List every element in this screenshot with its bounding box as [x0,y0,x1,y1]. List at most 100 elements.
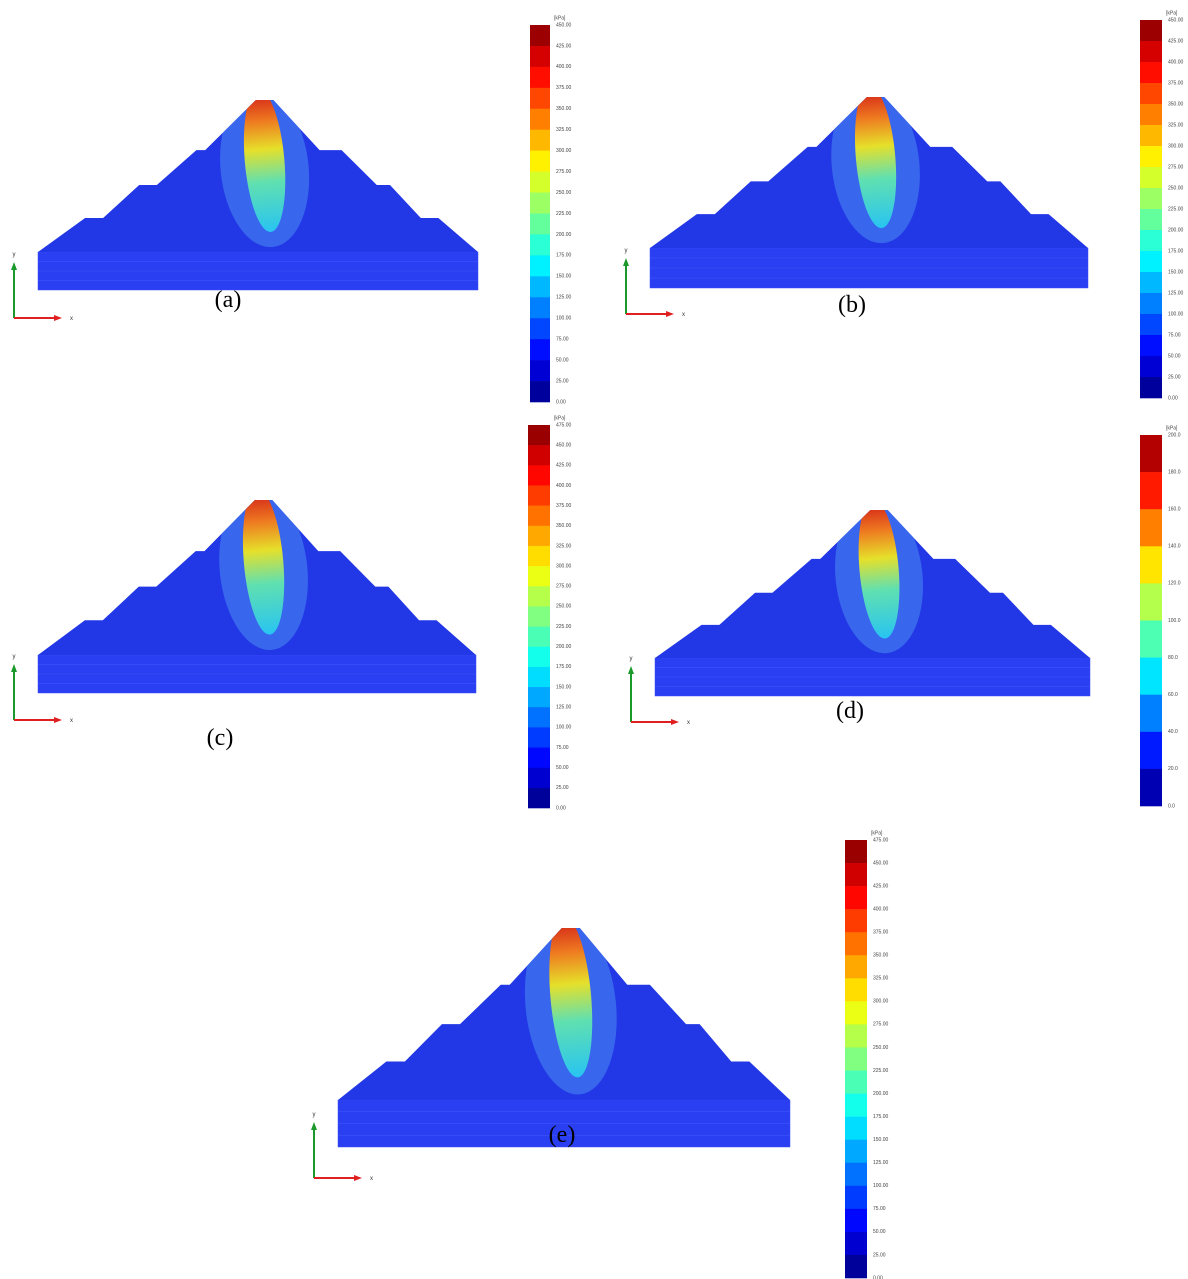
axis-y-label: y [630,656,633,662]
colorbar-label: 175.00 [873,1114,889,1120]
colorbar-band [1140,768,1162,807]
colorbar-label: 150.00 [556,274,572,280]
colorbar-label: 275.00 [873,1022,889,1028]
colorbar-label: 175.00 [556,664,572,670]
colorbar-label: 450.00 [873,860,889,866]
colorbar-band [530,381,550,403]
colorbar-label: 475.00 [873,837,889,843]
colorbar-band [845,840,867,864]
axis-x-label: x [687,720,690,726]
colorbar-band [845,909,867,933]
colorbar-label: 0.00 [873,1275,883,1279]
colorbar-label: 125.00 [556,705,572,711]
colorbar-label: 325.00 [1168,122,1184,128]
caption: (c) [207,725,234,751]
colorbar-band [1140,509,1162,547]
axis-x-label: x [682,312,685,318]
colorbar-band [528,505,550,527]
colorbar-label: 200.00 [556,232,572,238]
colorbar-band [1140,657,1162,695]
colorbar-band [1140,356,1162,378]
colorbar-label: 325.00 [556,543,572,549]
colorbar-label: 350.00 [1168,101,1184,107]
axis-x-label: x [370,1176,373,1182]
colorbar-band [530,66,550,89]
colorbar-band [528,747,550,768]
colorbar-label: 350.00 [873,953,889,959]
colorbar-band [1140,209,1162,231]
axis-x-head [54,315,62,321]
colorbar-band [1140,377,1162,399]
colorbar-label: 400.00 [873,906,889,912]
caption: (d) [836,698,864,724]
colorbar-band [528,525,550,547]
colorbar-label: 75.00 [556,336,569,342]
axis-x-head [54,717,62,723]
colorbar-band [1140,62,1162,84]
axis-y-head [11,262,17,270]
colorbar-band [1140,272,1162,294]
colorbar-label: 125.00 [1168,290,1184,296]
colorbar-unit: [kPa] [1166,425,1178,431]
core-plume [854,97,897,229]
colorbar-band [530,255,550,277]
colorbar-label: 160.0 [1168,507,1181,513]
axis-x-head [666,311,674,317]
colorbar-label: 375.00 [556,503,572,509]
colorbar-band [1140,230,1162,252]
colorbar-label: 225.00 [1168,206,1184,212]
colorbar-band [528,687,550,708]
colorbar-label: 450.00 [1168,17,1184,23]
colorbar-band [1140,104,1162,126]
colorbar-band [845,1162,867,1187]
axis-y-head [11,664,17,672]
colorbar-label: 275.00 [556,584,572,590]
colorbar-band [1140,41,1162,63]
colorbar-band [1140,188,1162,210]
colorbar-label: 425.00 [556,43,572,49]
colorbar-band [530,360,550,382]
colorbar-band [845,1231,867,1256]
axis-y-label: y [313,1112,316,1118]
colorbar-band [528,626,550,648]
panel: (a) y x [kPa]450.00 425.00 400.00 375.00 350.00… [11,15,572,405]
caption: (e) [549,1122,576,1148]
colorbar-band [1140,335,1162,357]
colorbar-band [528,445,550,466]
colorbar-band [845,1139,867,1164]
colorbar-band [1140,435,1162,473]
colorbar-band [845,886,867,910]
colorbar-label: 75.00 [873,1206,886,1212]
colorbar-label: 375.00 [1168,80,1184,86]
colorbar-label: 250.00 [556,604,572,610]
colorbar-label: 200.00 [873,1091,889,1097]
colorbar-label: 250.00 [873,1045,889,1051]
axis-y-label: y [13,654,16,660]
colorbar-label: 150.00 [556,684,572,690]
colorbar-label: 200.00 [1168,227,1184,233]
colorbar-label: 225.00 [556,211,572,217]
colorbar-label: 180.0 [1168,469,1181,475]
colorbar-band [845,932,867,956]
colorbar-label: 175.00 [556,253,572,259]
colorbar-label: 20.0 [1168,766,1178,772]
colorbar-label: 50.00 [1168,353,1181,359]
colorbar-label: 125.00 [556,295,572,301]
colorbar-unit: [kPa] [1166,10,1178,16]
panel: (b) y x [kPa]450.00 425.00 400.00 375.00 350.00… [623,10,1184,401]
colorbar-band [845,1047,867,1071]
core [835,510,924,654]
colorbar-label: 275.00 [556,169,572,175]
colorbar-band [528,727,550,748]
colorbar-label: 425.00 [873,883,889,889]
colorbar-label: 375.00 [873,930,889,936]
axis-x-label: x [70,316,73,322]
colorbar-band [528,707,550,728]
colorbar-band [845,1116,867,1140]
colorbar-label: 75.00 [1168,332,1181,338]
colorbar-label: 40.0 [1168,729,1178,735]
axis-x-head [671,719,679,725]
colorbar-label: 225.00 [556,624,572,630]
colorbar-label: 100.00 [556,725,572,731]
colorbar-label: 150.00 [1168,269,1184,275]
